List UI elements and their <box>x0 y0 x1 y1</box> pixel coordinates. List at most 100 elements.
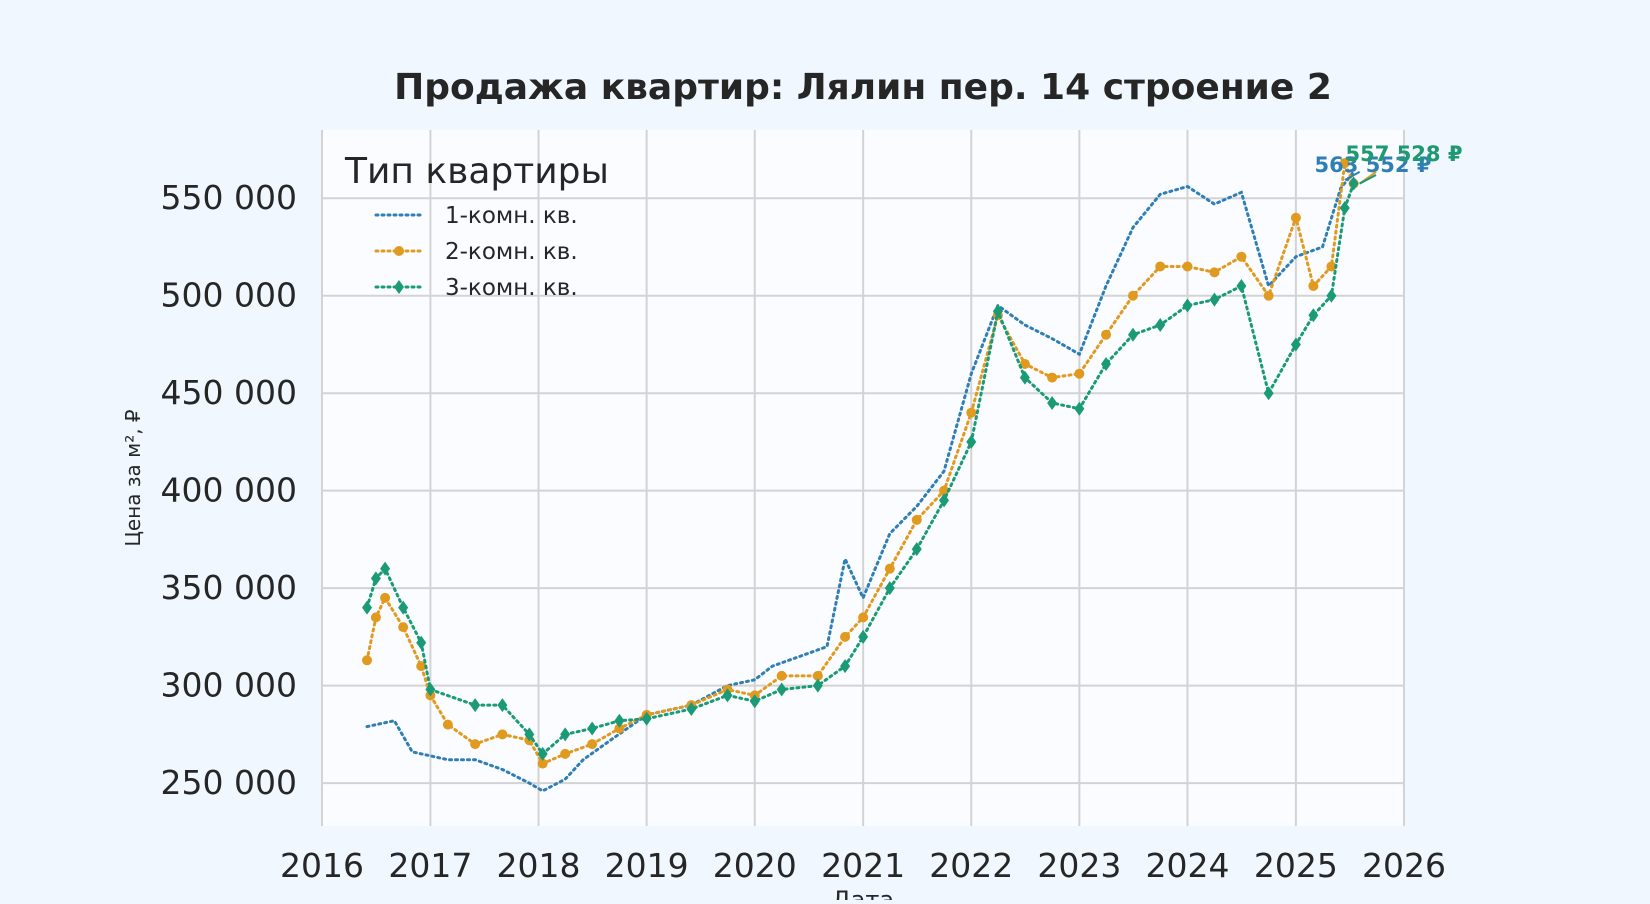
data-point <box>776 682 787 697</box>
data-point <box>939 493 950 508</box>
y-tick-label: 250 000 <box>161 763 297 802</box>
x-tick-label: 2026 <box>1362 846 1446 885</box>
legend-item: 2-комн. кв. <box>374 239 578 265</box>
data-point <box>1348 176 1359 191</box>
data-point <box>425 682 436 697</box>
series-3 <box>362 176 1359 761</box>
data-point <box>1326 288 1337 303</box>
data-point <box>1182 261 1193 272</box>
data-point <box>1290 337 1301 352</box>
data-point <box>1047 372 1058 383</box>
data-point <box>362 655 373 666</box>
x-tick-label: 2025 <box>1254 846 1338 885</box>
x-tick-label: 2024 <box>1145 846 1229 885</box>
data-point <box>537 746 548 761</box>
data-point <box>537 758 548 769</box>
data-point <box>641 711 652 726</box>
data-point <box>560 748 571 759</box>
series-layer <box>362 157 1359 793</box>
data-point <box>370 612 381 623</box>
series-1 <box>365 170 1356 793</box>
data-point <box>1047 395 1058 410</box>
data-point <box>587 721 598 736</box>
data-point <box>992 304 1003 319</box>
data-point <box>1019 370 1030 385</box>
data-point <box>840 631 851 642</box>
data-point <box>1263 386 1274 401</box>
data-point <box>884 563 895 574</box>
legend-item: 1-комн. кв. <box>374 203 578 229</box>
y-axis-label: Цена за м², ₽ <box>121 409 145 547</box>
data-point <box>722 688 733 703</box>
data-point <box>497 698 508 713</box>
data-point <box>776 670 787 681</box>
data-point <box>380 592 391 603</box>
data-point <box>398 622 409 633</box>
data-point <box>1155 317 1166 332</box>
x-axis-label: Дата <box>832 886 894 900</box>
chart-title: Продажа квартир: Лялин пер. 14 строение … <box>394 67 1332 108</box>
data-point <box>1263 290 1274 301</box>
data-point <box>470 698 481 713</box>
data-point <box>966 434 977 449</box>
data-point <box>560 727 571 742</box>
x-tick-label: 2021 <box>821 846 905 885</box>
data-point <box>1019 358 1030 369</box>
data-point <box>1290 212 1301 223</box>
data-point <box>362 600 373 615</box>
x-tick-label: 2019 <box>605 846 689 885</box>
data-point <box>614 713 625 728</box>
data-point <box>416 661 427 672</box>
data-point <box>858 629 869 644</box>
data-point <box>1209 267 1220 278</box>
data-point <box>1308 308 1319 323</box>
data-point <box>1339 158 1350 169</box>
data-point <box>966 407 977 418</box>
x-tick-label: 2020 <box>713 846 797 885</box>
x-tick-label: 2022 <box>929 846 1013 885</box>
data-point <box>370 571 381 586</box>
data-point <box>939 485 950 496</box>
data-point <box>1209 292 1220 307</box>
end-value-label: 557 528 ₽ <box>1346 142 1463 166</box>
data-point <box>840 659 851 674</box>
end-label-layer: 563 552 ₽557 528 ₽557 528 ₽ <box>1315 142 1463 185</box>
x-tick-label: 2023 <box>1037 846 1121 885</box>
end-value-label: 557 528 ₽ <box>1346 142 1463 166</box>
data-point <box>858 612 869 623</box>
data-point <box>470 739 481 750</box>
data-point <box>1074 368 1085 379</box>
data-point <box>442 719 453 730</box>
y-tick-label: 350 000 <box>161 568 297 607</box>
legend-title: Тип квартиры <box>344 151 609 192</box>
data-point <box>1074 401 1085 416</box>
data-point <box>587 739 598 750</box>
data-point <box>1155 261 1166 272</box>
data-point <box>911 542 922 557</box>
data-point <box>1308 280 1319 291</box>
data-point <box>749 694 760 709</box>
legend-label: 1-комн. кв. <box>445 203 578 229</box>
data-point <box>1127 327 1138 342</box>
data-point <box>497 729 508 740</box>
data-point <box>398 600 409 615</box>
data-point <box>1236 251 1247 262</box>
series-line <box>365 170 1356 793</box>
data-point <box>1127 290 1138 301</box>
y-tick-label: 500 000 <box>161 276 297 315</box>
y-tick-label: 550 000 <box>161 178 297 217</box>
x-tick-label: 2016 <box>280 846 364 885</box>
end-label-arrow <box>1344 170 1361 181</box>
data-point <box>614 723 625 734</box>
end-label-arrow <box>1359 174 1377 185</box>
data-point <box>884 581 895 596</box>
legend-item: 3-комн. кв. <box>374 275 578 301</box>
series-line <box>365 157 1356 766</box>
data-point <box>812 670 823 681</box>
data-point <box>380 561 391 576</box>
data-point <box>1182 298 1193 313</box>
legend-label: 2-комн. кв. <box>445 239 578 265</box>
data-point <box>812 678 823 693</box>
